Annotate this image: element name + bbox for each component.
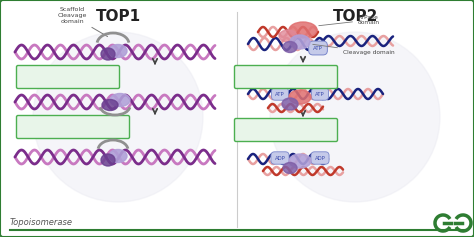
Text: ATPase
domain: ATPase domain (319, 15, 380, 26)
Text: TOP1: TOP1 (95, 9, 141, 24)
Ellipse shape (110, 94, 130, 106)
Ellipse shape (109, 150, 127, 163)
Text: Cleavage domain: Cleavage domain (313, 44, 395, 55)
Ellipse shape (283, 163, 297, 173)
Text: ATP: ATP (315, 91, 325, 96)
Text: Scaffold
Cleavage
domain: Scaffold Cleavage domain (57, 7, 108, 36)
FancyBboxPatch shape (235, 118, 337, 141)
Text: Topoisomerase: Topoisomerase (10, 218, 73, 227)
Circle shape (33, 32, 203, 202)
Ellipse shape (282, 98, 298, 110)
Text: TOP2: TOP2 (333, 9, 379, 24)
Ellipse shape (289, 154, 311, 168)
Ellipse shape (109, 45, 127, 58)
Text: Strand release
and reseal: Strand release and reseal (258, 120, 314, 140)
Ellipse shape (290, 35, 310, 49)
FancyBboxPatch shape (235, 65, 337, 88)
Text: ATP: ATP (313, 46, 323, 50)
Ellipse shape (101, 154, 115, 166)
Ellipse shape (102, 100, 118, 110)
Text: ADP: ADP (315, 155, 325, 160)
FancyBboxPatch shape (17, 65, 119, 88)
Ellipse shape (283, 41, 297, 53)
Text: Double-strand
cleavage: Double-strand cleavage (259, 67, 313, 87)
Text: Strand passage
and reseal: Strand passage and reseal (43, 117, 103, 137)
FancyBboxPatch shape (17, 115, 129, 138)
Ellipse shape (279, 30, 297, 42)
Text: ATP: ATP (275, 91, 285, 96)
Ellipse shape (101, 48, 115, 60)
Ellipse shape (289, 90, 311, 104)
Circle shape (270, 32, 440, 202)
Ellipse shape (289, 22, 317, 38)
Text: Single-strand
cleavage: Single-strand cleavage (42, 67, 94, 87)
Text: ADP: ADP (274, 155, 285, 160)
